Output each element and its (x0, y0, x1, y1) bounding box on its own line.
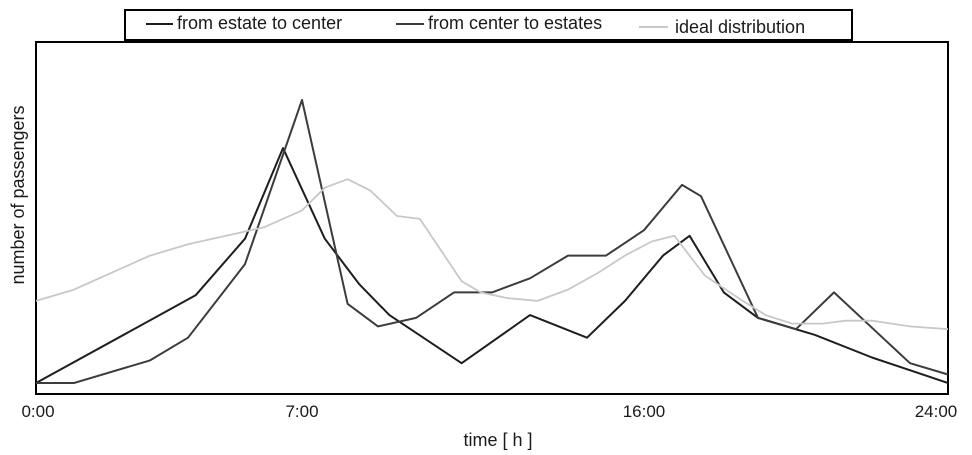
x-tick-labels: 0:00 7:00 16:00 24:00 (21, 402, 957, 421)
y-axis-title: number of passengers (8, 105, 28, 284)
series-line-3 (35, 178, 949, 331)
x-axis-title: time [ h ] (463, 430, 532, 450)
series-layer (35, 99, 949, 384)
legend-label-center-to-estates: from center to estates (428, 13, 602, 33)
legend-label-ideal-distribution: ideal distribution (675, 17, 805, 37)
series-line-2 (36, 99, 949, 384)
x-tick-label: 16:00 (623, 402, 666, 421)
x-tick-label: 7:00 (285, 402, 318, 421)
legend-box (124, 9, 853, 41)
x-tick-label: 0:00 (21, 402, 54, 421)
legend: from estate to center from center to est… (124, 9, 853, 41)
plot-frame (35, 41, 949, 395)
legend-label-estate-to-center: from estate to center (177, 13, 342, 33)
x-tick-label: 24:00 (915, 402, 958, 421)
